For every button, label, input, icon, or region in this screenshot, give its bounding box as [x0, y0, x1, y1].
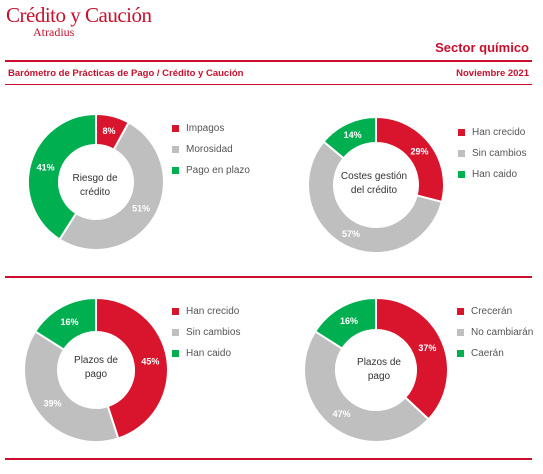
- legend-label: Crecerán: [471, 306, 513, 317]
- center-label-line: pago: [84, 369, 108, 380]
- slice-percent-label: 8%: [103, 126, 116, 136]
- chart-center-label-riesgo: Riesgo de crédito: [55, 172, 135, 200]
- legend-label: Han caido: [186, 348, 232, 359]
- legend-swatch-red: [172, 125, 179, 132]
- report-date: Noviembre 2021: [456, 68, 529, 79]
- legend-label: No cambiarán: [471, 327, 534, 338]
- legend-item: Pago en plazo: [172, 160, 250, 181]
- legend-label: Caerán: [471, 348, 504, 359]
- legend-item: Impagos: [172, 118, 250, 139]
- legend-label: Han crecido: [186, 306, 240, 317]
- center-label-line: del crédito: [350, 185, 398, 196]
- legend-item: Sin cambios: [458, 143, 526, 164]
- section-divider: [5, 276, 532, 278]
- legend-plazos-prevision: Crecerán No cambiarán Caerán: [457, 301, 533, 364]
- donut-hole: [336, 330, 416, 410]
- legend-item: Crecerán: [457, 301, 533, 322]
- legend-plazos: Han crecido Sin cambios Han caido: [172, 301, 240, 364]
- logo-main-text: Crédito y Caución: [6, 3, 152, 27]
- center-label-line: Plazos de: [357, 357, 401, 368]
- center-label-line: crédito: [79, 187, 110, 198]
- donut-hole: [58, 332, 134, 408]
- legend-swatch-green: [172, 167, 179, 174]
- center-label-line: Costes gestión: [340, 171, 408, 182]
- slice-percent-label: 45%: [141, 356, 159, 366]
- legend-label: Sin cambios: [472, 148, 527, 159]
- center-label-line: pago: [367, 371, 391, 382]
- legend-swatch-green: [172, 350, 179, 357]
- legend-item: No cambiarán: [457, 322, 533, 343]
- legend-swatch-grey: [172, 329, 179, 336]
- legend-label: Morosidad: [186, 144, 233, 155]
- logo-sub-text: Atradius: [33, 25, 75, 39]
- legend-item: Han crecido: [172, 301, 240, 322]
- legend-item: Sin cambios: [172, 322, 240, 343]
- header-divider: [5, 60, 532, 62]
- subheader-divider: [5, 84, 532, 85]
- slice-percent-label: 51%: [132, 204, 150, 214]
- legend-label: Pago en plazo: [186, 165, 250, 176]
- legend-costes: Han crecido Sin cambios Han caido: [458, 122, 526, 185]
- sector-title: Sector químico: [435, 40, 529, 55]
- center-label-line: Riesgo de: [72, 173, 118, 184]
- donut-slice-no-cambiarán: [303, 330, 430, 443]
- legend-swatch-grey: [172, 146, 179, 153]
- legend-label: Han caido: [472, 169, 518, 180]
- legend-swatch-red: [457, 308, 464, 315]
- slice-percent-label: 29%: [410, 146, 428, 156]
- legend-swatch-grey: [458, 150, 465, 157]
- slice-percent-label: 16%: [340, 316, 358, 326]
- slice-percent-label: 57%: [342, 229, 360, 239]
- footer-divider: [5, 458, 532, 460]
- chart-center-label-plazos: Plazos de pago: [56, 354, 136, 382]
- legend-swatch-grey: [457, 329, 464, 336]
- legend-item: Caerán: [457, 343, 533, 364]
- legend-swatch-green: [457, 350, 464, 357]
- legend-item: Han caido: [172, 343, 240, 364]
- donut-slice-crecerán: [375, 296, 449, 421]
- center-label-line: Plazos de: [74, 355, 118, 366]
- slice-percent-label: 39%: [44, 399, 62, 409]
- report-subtitle: Barómetro de Prácticas de Pago / Crédito…: [8, 68, 244, 79]
- logo: Crédito y Caución Atradius: [6, 3, 152, 39]
- chart-center-label-plazos-prevision: Plazos de pago: [339, 356, 419, 384]
- legend-item: Han caido: [458, 164, 526, 185]
- donut-hole: [59, 145, 133, 219]
- slice-percent-label: 37%: [418, 343, 436, 353]
- chart-center-label-costes: Costes gestión del crédito: [334, 170, 414, 198]
- legend-item: Han crecido: [458, 122, 526, 143]
- legend-swatch-red: [458, 129, 465, 136]
- legend-swatch-green: [458, 171, 465, 178]
- legend-swatch-red: [172, 308, 179, 315]
- slice-percent-label: 16%: [60, 317, 78, 327]
- legend-label: Han crecido: [472, 127, 526, 138]
- legend-riesgo: Impagos Morosidad Pago en plazo: [172, 118, 250, 181]
- slice-percent-label: 41%: [37, 162, 55, 172]
- slice-percent-label: 14%: [344, 130, 362, 140]
- legend-label: Sin cambios: [186, 327, 241, 338]
- legend-item: Morosidad: [172, 139, 250, 160]
- slice-percent-label: 47%: [333, 409, 351, 419]
- legend-label: Impagos: [186, 123, 225, 134]
- donut-hole: [334, 143, 418, 227]
